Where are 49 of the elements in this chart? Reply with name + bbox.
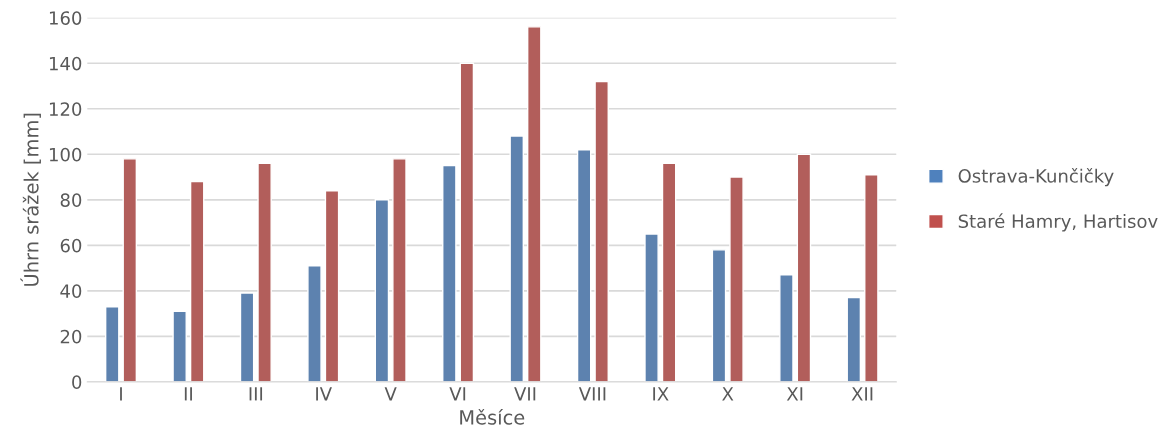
x-tick-label: XI <box>786 387 803 401</box>
y-tick-label: 140 <box>49 56 82 71</box>
y-tick-label: 20 <box>60 329 82 344</box>
bar <box>442 164 457 382</box>
bar <box>594 80 609 382</box>
y-axis-title: Úhrn srážek [mm] <box>20 113 41 286</box>
bar <box>796 153 812 382</box>
x-tick-label: I <box>120 387 122 401</box>
y-tick-label: 40 <box>60 284 82 298</box>
bar <box>257 162 272 382</box>
bar <box>576 149 592 382</box>
y-tick-label: 80 <box>60 193 82 207</box>
bar <box>661 162 677 382</box>
y-tick-label: 100 <box>49 147 82 162</box>
bar <box>644 233 659 382</box>
y-tick-label: 160 <box>49 11 82 25</box>
bar <box>846 296 862 382</box>
x-axis-title: Měsíce <box>460 408 525 425</box>
bar <box>864 174 879 382</box>
bar <box>526 26 542 382</box>
bar <box>307 265 322 382</box>
y-tick-label: 120 <box>49 102 82 116</box>
bar <box>122 158 138 382</box>
x-tick-label: VII <box>514 387 536 401</box>
bar <box>779 274 794 382</box>
bar <box>374 199 390 382</box>
y-tick-label: 0 <box>72 375 82 389</box>
bar <box>189 180 205 382</box>
legend-label: Ostrava-Kunčičky <box>958 168 1114 187</box>
x-tick-label: X <box>722 387 734 401</box>
x-tick-label: II <box>184 387 192 401</box>
y-tick-label: 60 <box>60 238 82 253</box>
bar <box>104 306 120 382</box>
x-tick-label: IV <box>316 387 332 401</box>
bar <box>324 190 340 382</box>
bar <box>459 62 475 382</box>
x-tick-label: V <box>384 387 397 401</box>
legend-label: Staré Hamry, Hartisov <box>958 213 1158 232</box>
x-tick-label: XII <box>851 387 873 401</box>
bar <box>172 310 187 382</box>
bar <box>711 249 727 382</box>
x-tick-label: III <box>249 387 263 401</box>
bar <box>729 176 744 382</box>
x-tick-label: VI <box>449 387 466 401</box>
bar <box>509 135 525 382</box>
bar <box>392 158 407 382</box>
x-tick-label: VIII <box>578 387 606 401</box>
x-tick-label: IX <box>653 387 669 401</box>
bar <box>239 292 255 382</box>
